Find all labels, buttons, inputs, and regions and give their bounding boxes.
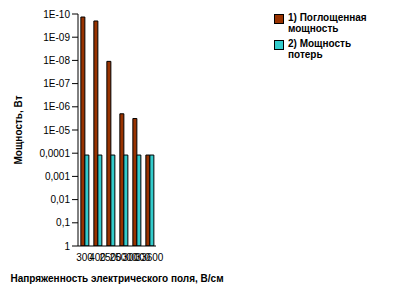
svg-text:1E-10: 1E-10 (43, 9, 70, 20)
svg-text:0,01: 0,01 (51, 194, 71, 205)
svg-text:1E-05: 1E-05 (43, 125, 70, 136)
svg-text:0,001: 0,001 (45, 171, 70, 182)
svg-text:300: 300 (76, 252, 93, 264)
svg-text:400: 400 (89, 252, 106, 264)
html-text:1) Поглощенная мощность: 1) Поглощенная мощность (288, 12, 367, 34)
svg-text:Мощность, Вт: Мощность, Вт (13, 95, 24, 164)
svg-text:Напряженность электрического п: Напряженность электрического поля, В/см (10, 273, 223, 284)
svg-text:1E-07: 1E-07 (43, 78, 70, 89)
svg-text:33600: 33600 (136, 252, 164, 263)
svg-text:1E-09: 1E-09 (43, 32, 70, 43)
html-text:2) Мощность потерь: 2) Мощность потерь (288, 38, 352, 60)
svg-text:1E-08: 1E-08 (43, 55, 70, 66)
svg-text:0,0001: 0,0001 (39, 148, 70, 159)
svg-text:1: 1 (64, 241, 70, 252)
svg-text:0,1: 0,1 (56, 217, 70, 228)
svg-text:1E-06: 1E-06 (43, 101, 70, 112)
